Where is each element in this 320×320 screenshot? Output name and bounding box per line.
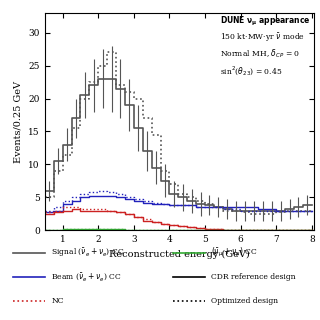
X-axis label: Reconstructed energy (GeV): Reconstructed energy (GeV)	[109, 250, 250, 259]
Y-axis label: Events/0.25 GeV: Events/0.25 GeV	[14, 81, 23, 163]
Text: Optimized design: Optimized design	[211, 297, 278, 305]
Text: $\mathbf{DUNE\ \nu_\mu\ appearance}$
150 kt·MW·yr $\bar{\nu}$ mode
Normal MH, $\: $\mathbf{DUNE\ \nu_\mu\ appearance}$ 150…	[220, 15, 311, 78]
Text: Beam ($\bar{\nu}_e + \nu_e$) CC: Beam ($\bar{\nu}_e + \nu_e$) CC	[51, 271, 122, 283]
Text: NC: NC	[51, 297, 64, 305]
Text: CDR reference design: CDR reference design	[211, 273, 296, 281]
Text: Signal ($\bar{\nu}_e + \nu_e$) CC: Signal ($\bar{\nu}_e + \nu_e$) CC	[51, 246, 124, 259]
Text: $(\bar{\nu}_\mu + \nu_\mu)$ CC: $(\bar{\nu}_\mu + \nu_\mu)$ CC	[211, 246, 258, 259]
